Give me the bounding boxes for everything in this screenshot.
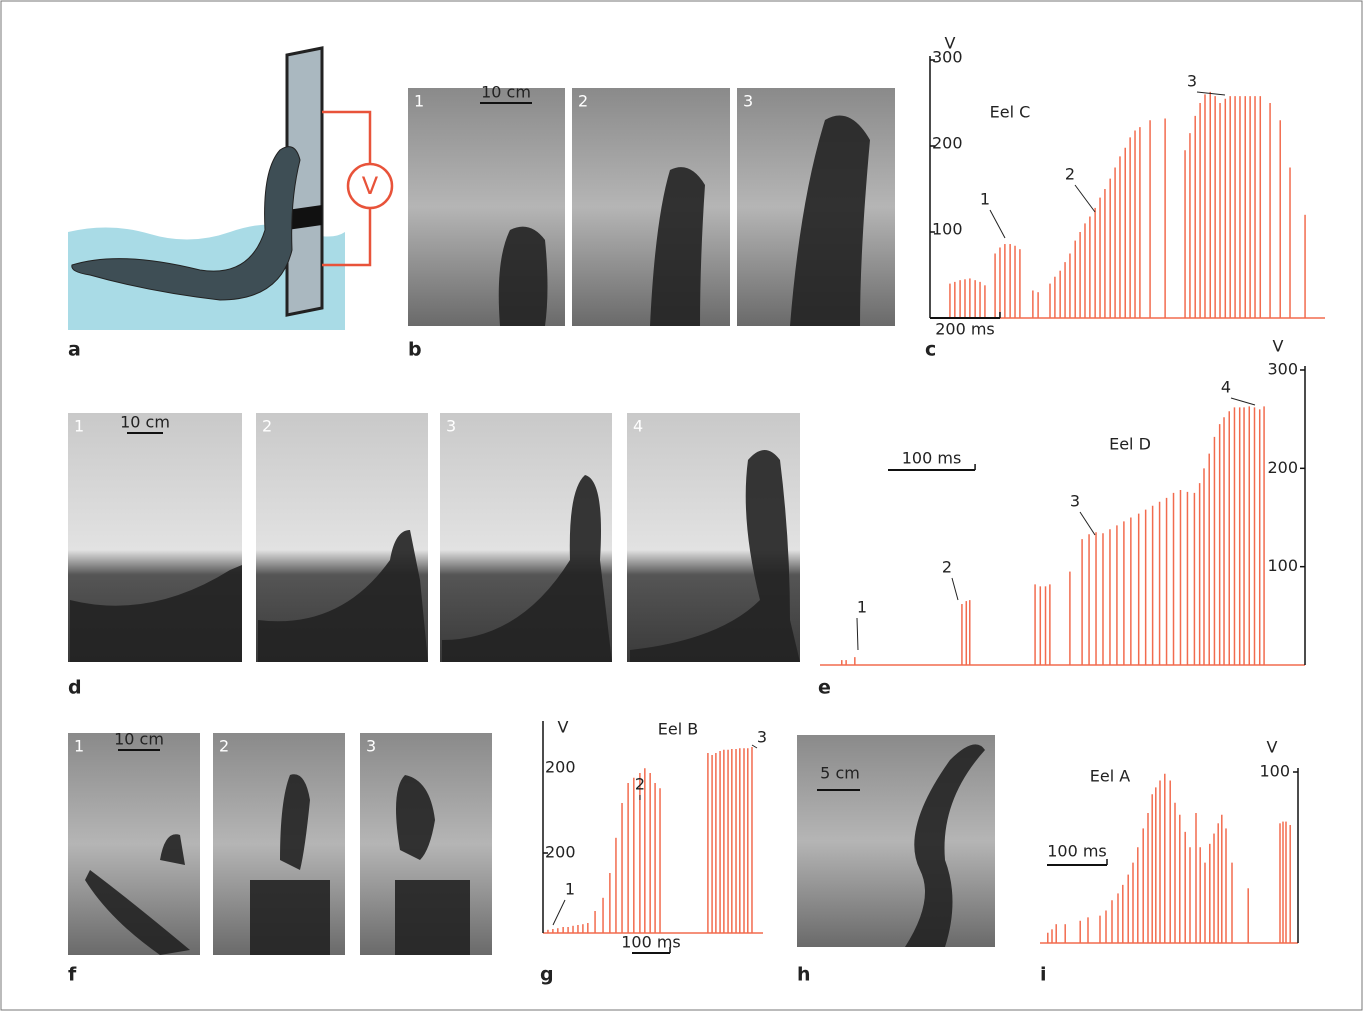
chart-title: Eel A (1090, 767, 1130, 786)
frame-label: 4 (633, 417, 643, 436)
annotation: 2 (635, 775, 645, 794)
frame-label: 2 (219, 737, 229, 756)
y-tick-label: 200 (932, 134, 963, 153)
scale-bar-label: 5 cm (820, 764, 860, 783)
photo (572, 88, 730, 326)
frame-label: 1 (74, 737, 84, 756)
y-tick-label: 300 (1267, 360, 1298, 379)
panel-label: e (818, 677, 831, 699)
axis-label: V (945, 34, 956, 53)
panel-label: b (408, 339, 422, 361)
panel-label: g (540, 964, 554, 986)
y-tick-label: 100 (1259, 762, 1290, 781)
y-tick-label: 200 (545, 843, 576, 862)
frame-label: 3 (446, 417, 456, 436)
y-tick-label: 100 (932, 220, 963, 239)
axis-label: V (1267, 738, 1278, 757)
chart-title: Eel D (1109, 435, 1151, 454)
frame-label: 2 (578, 92, 588, 111)
annotation: 3 (1070, 492, 1080, 511)
panel-label: i (1040, 964, 1047, 986)
frame-label: 1 (74, 417, 84, 436)
chart-title: Eel B (658, 720, 698, 739)
annotation: 1 (857, 598, 867, 617)
annotation: 1 (565, 880, 575, 899)
annotation: 2 (942, 558, 952, 577)
axis-label: V (1273, 337, 1284, 356)
scale-bar-label: 100 ms (621, 933, 681, 952)
annotation: 3 (757, 728, 767, 747)
axis-label: V (558, 718, 569, 737)
panel-label: f (68, 964, 77, 986)
scale-bar-label: 200 ms (935, 320, 995, 339)
frame-label: 3 (366, 737, 376, 756)
annotation: 2 (1065, 165, 1075, 184)
annotation: 3 (1187, 72, 1197, 91)
scale-bar-label: 10 cm (481, 83, 531, 102)
y-tick-label: 200 (1267, 458, 1298, 477)
meter-label: V (362, 172, 379, 200)
frame-label: 2 (262, 417, 272, 436)
eel-silhouette (499, 227, 548, 326)
chart-title: Eel C (990, 103, 1031, 122)
panel-label: d (68, 677, 82, 699)
scale-bar-label: 10 cm (120, 413, 170, 432)
figure: V a b c d e f g h i 1 2 3 10 cm 1 2 3 4 10 cm 1 2 3 10 cm 5 cm… (0, 0, 1363, 1011)
scale-bar-label: 100 ms (1047, 842, 1107, 861)
annotation: 4 (1221, 378, 1231, 397)
y-tick-label: 100 (1267, 556, 1298, 575)
panel-label: a (68, 339, 81, 361)
annotation: 1 (980, 190, 990, 209)
panel-label: c (925, 339, 936, 361)
scale-bar-label: 100 ms (902, 449, 962, 468)
panel-label: h (797, 964, 811, 986)
y-tick-label: 200 (545, 758, 576, 777)
frame-label: 3 (743, 92, 753, 111)
scale-bar-label: 10 cm (114, 730, 164, 749)
frame-label: 1 (414, 92, 424, 111)
